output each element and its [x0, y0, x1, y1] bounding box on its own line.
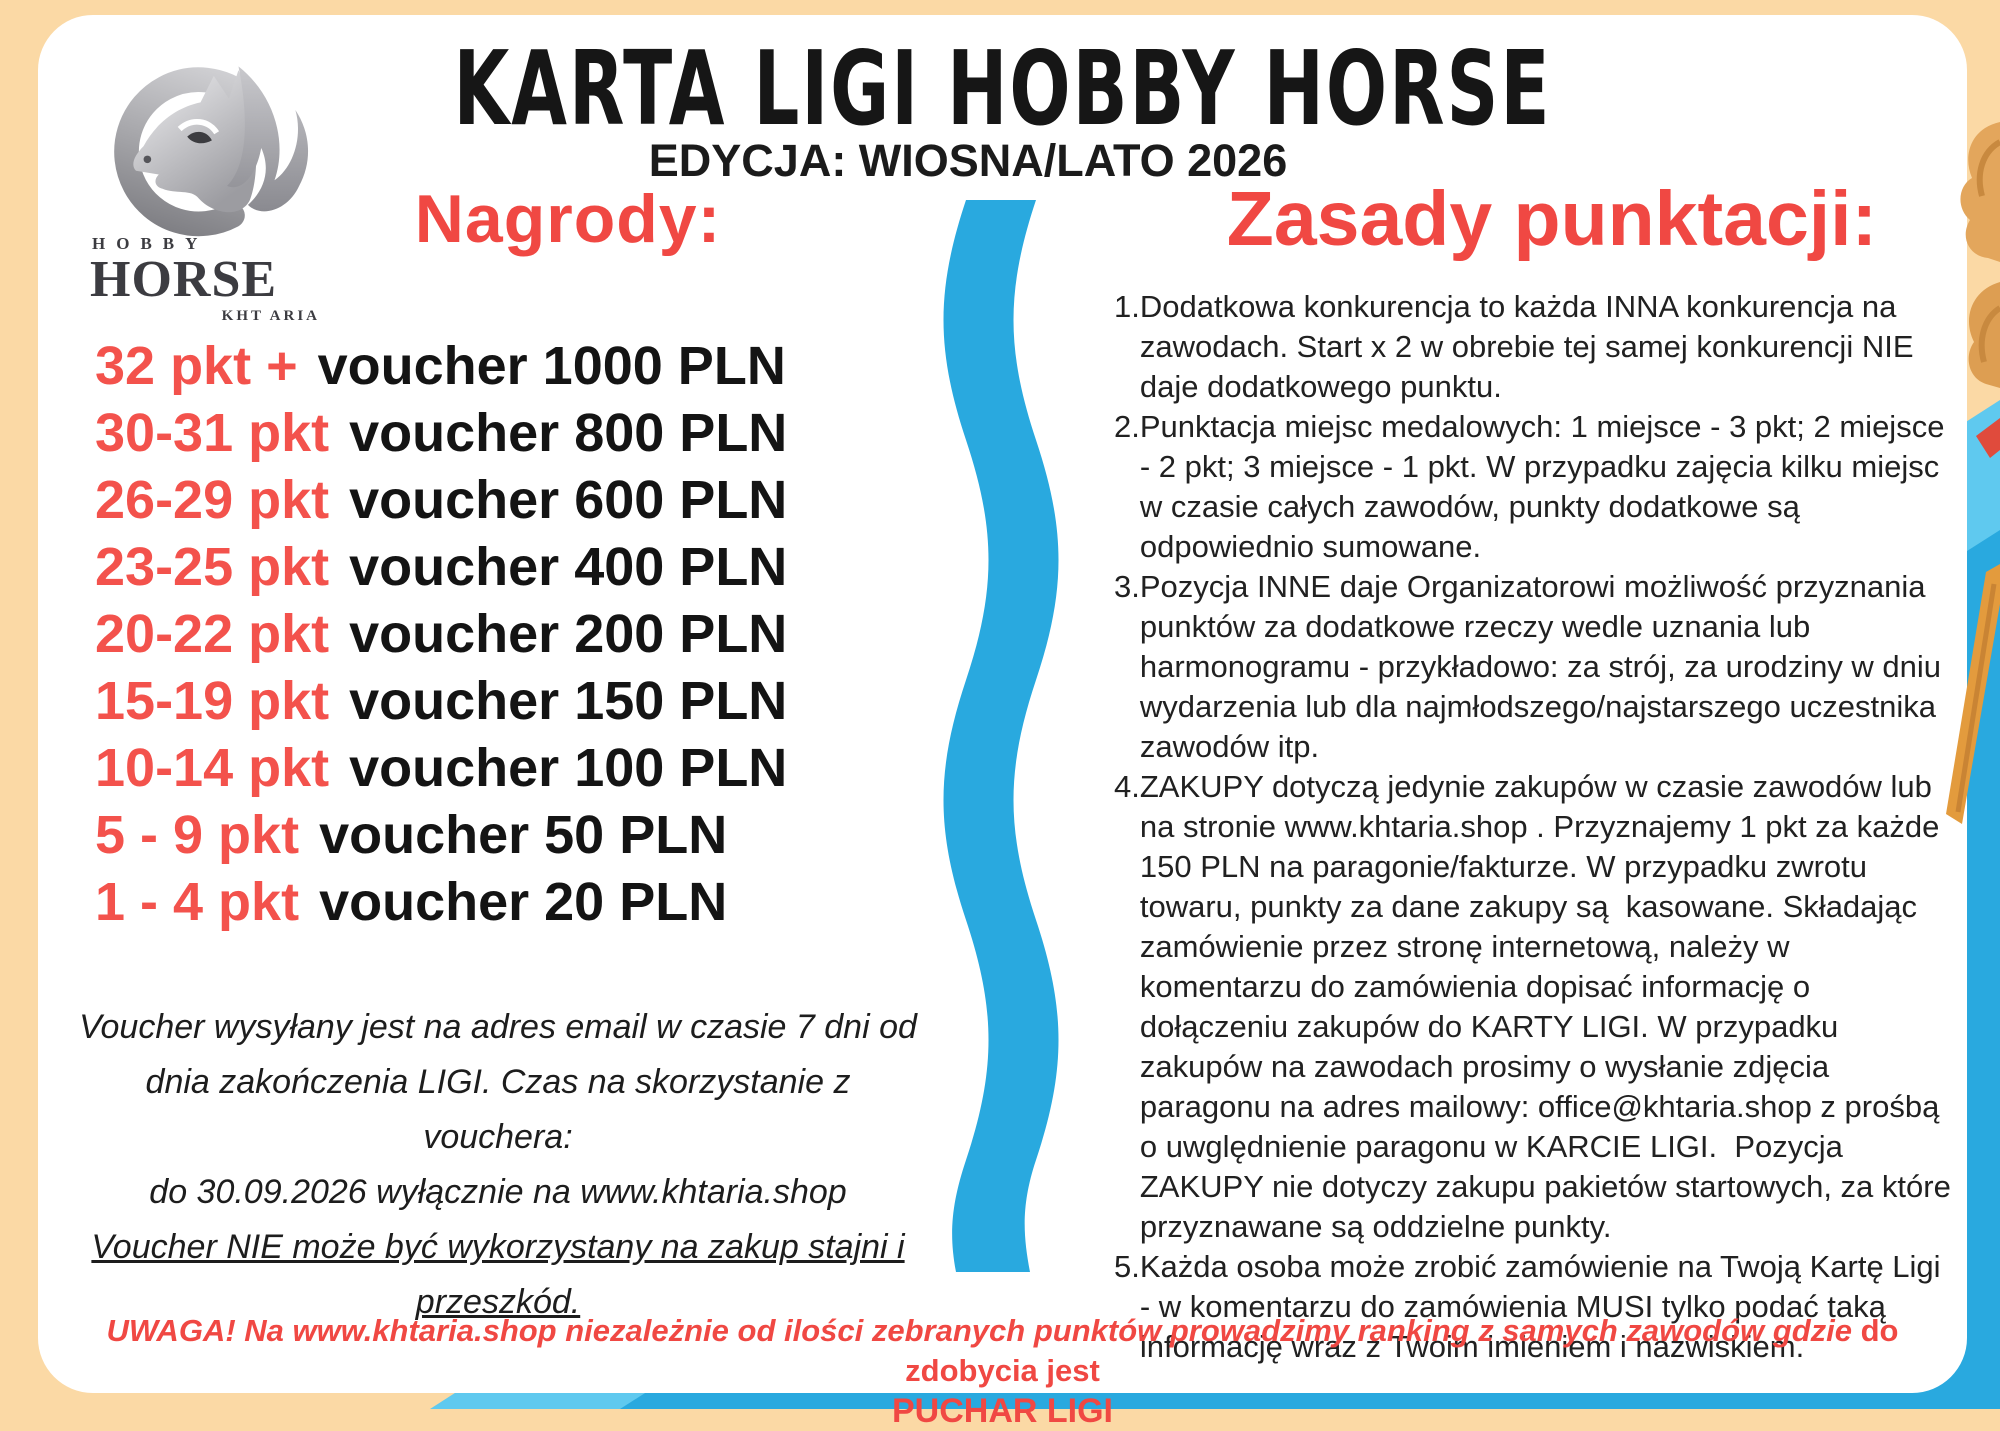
prize-points: 32 pkt +: [95, 336, 298, 396]
logo-text-hobby: HOBBY: [92, 234, 209, 253]
prize-line: 23-25 pkt voucher 400 PLN: [95, 534, 995, 601]
prize-line: 15-19 pkt voucher 150 PLN: [95, 668, 995, 735]
prize-reward: voucher 800 PLN: [349, 403, 788, 463]
prize-line: 1 - 4 pkt voucher 20 PLN: [95, 869, 995, 936]
prize-line: 5 - 9 pkt voucher 50 PLN: [95, 802, 995, 869]
logo-text-horse: HORSE: [90, 251, 278, 308]
prize-points: 23-25 pkt: [95, 537, 330, 597]
prize-line: 26-29 pkt voucher 600 PLN: [95, 467, 995, 534]
rule-number: 5.: [1114, 1249, 1140, 1284]
prize-reward: voucher 200 PLN: [349, 604, 788, 664]
rule-number: 3.: [1114, 569, 1140, 604]
note-underlined-line: Voucher NIE może być wykorzystany na zak…: [91, 1228, 905, 1266]
rule-item: 3. Pozycja INNE daje Organizatorowi możl…: [1114, 567, 1959, 767]
note-underlined-line: przeszkód.: [415, 1283, 581, 1321]
rule-item: 1. Dodatkowa konkurencja to każda INNA k…: [1114, 287, 1959, 407]
note-line: Voucher wysyłany jest na adres email w c…: [79, 1008, 917, 1046]
prize-points: 30-31 pkt: [95, 403, 330, 463]
rule-number: 1.: [1114, 289, 1140, 324]
prize-list: 32 pkt + voucher 1000 PLN 30-31 pkt vouche…: [95, 333, 995, 936]
footer-warning-bold: do zdobycia jest: [905, 1313, 1899, 1388]
hobby-horse-edge-icon: [1946, 122, 2000, 824]
rules-list: 1. Dodatkowa konkurencja to każda INNA k…: [1114, 287, 1959, 1367]
rule-text: Dodatkowa konkurencja to każda INNA konk…: [1139, 289, 1923, 404]
prize-reward: voucher 50 PLN: [319, 805, 728, 865]
page-subtitle: EDYCJA: WIOSNA/LATO 2026: [648, 135, 1288, 186]
prize-points: 1 - 4 pkt: [95, 872, 300, 932]
rule-text: Każda osoba może zrobić zamówienie na Tw…: [1139, 1249, 1950, 1364]
footer-line1: UWAGA! Na www.khtaria.shop niezależnie o…: [38, 1311, 1967, 1391]
note-underlined-lines: Voucher NIE może być wykorzystany na zak…: [68, 1220, 928, 1330]
rule-text: Punktacja miejsc medalowych: 1 miejsce -…: [1139, 409, 1954, 564]
note-line: do 30.09.2026 wyłącznie na www.khtaria.s…: [149, 1173, 847, 1211]
rule-text: ZAKUPY dotyczą jedynie zakupów w czasie …: [1139, 769, 1960, 1244]
rules-heading: Zasady punktacji:: [1226, 176, 1878, 262]
prize-line: 32 pkt + voucher 1000 PLN: [95, 333, 995, 400]
card: HOBBY HORSE KHT ARIA KARTA LIGI HOBBY HO…: [38, 15, 1967, 1430]
prize-line: 30-31 pkt voucher 800 PLN: [95, 400, 995, 467]
prize-points: 26-29 pkt: [95, 470, 330, 530]
prize-points: 20-22 pkt: [95, 604, 330, 664]
logo: HOBBY HORSE KHT ARIA: [88, 55, 368, 325]
prize-reward: voucher 1000 PLN: [317, 336, 786, 396]
prize-reward: voucher 20 PLN: [319, 872, 728, 932]
rule-number: 2.: [1114, 409, 1140, 444]
prize-reward: voucher 150 PLN: [349, 671, 788, 731]
rule-item: 4. ZAKUPY dotyczą jedynie zakupów w czas…: [1114, 767, 1959, 1247]
prize-points: 10-14 pkt: [95, 738, 330, 798]
footer-warning-italic: UWAGA! Na www.khtaria.shop niezależnie o…: [106, 1313, 1861, 1348]
note-line: dnia zakończenia LIGI. Czas na skorzysta…: [145, 1063, 851, 1156]
footer-line2: PUCHAR LIGI: [892, 1392, 1113, 1430]
wave-divider: [943, 200, 1059, 1272]
prize-reward: voucher 600 PLN: [349, 470, 788, 530]
footer-warning: UWAGA! Na www.khtaria.shop niezależnie o…: [38, 1311, 1967, 1431]
prize-line: 10-14 pkt voucher 100 PLN: [95, 735, 995, 802]
voucher-note: Voucher wysyłany jest na adres email w c…: [68, 1000, 928, 1330]
rule-text: Pozycja INNE daje Organizatorowi możliwo…: [1139, 569, 1950, 764]
rule-number: 4.: [1114, 769, 1140, 804]
prize-reward: voucher 400 PLN: [349, 537, 788, 597]
logo-text-kht-aria: KHT ARIA: [221, 308, 320, 324]
prize-line: 20-22 pkt voucher 200 PLN: [95, 601, 995, 668]
horse-logo-icon: [114, 66, 309, 237]
rule-item: 5. Każda osoba może zrobić zamówienie na…: [1114, 1247, 1959, 1367]
prize-reward: voucher 100 PLN: [349, 738, 788, 798]
page-title: KARTA LIGI HOBBY HORSE: [453, 29, 1552, 149]
prize-points: 5 - 9 pkt: [95, 805, 300, 865]
prizes-heading: Nagrody:: [414, 181, 722, 257]
note-lines: Voucher wysyłany jest na adres email w c…: [68, 1000, 928, 1220]
prize-points: 15-19 pkt: [95, 671, 330, 731]
rule-item: 2. Punktacja miejsc medalowych: 1 miejsc…: [1114, 407, 1959, 567]
